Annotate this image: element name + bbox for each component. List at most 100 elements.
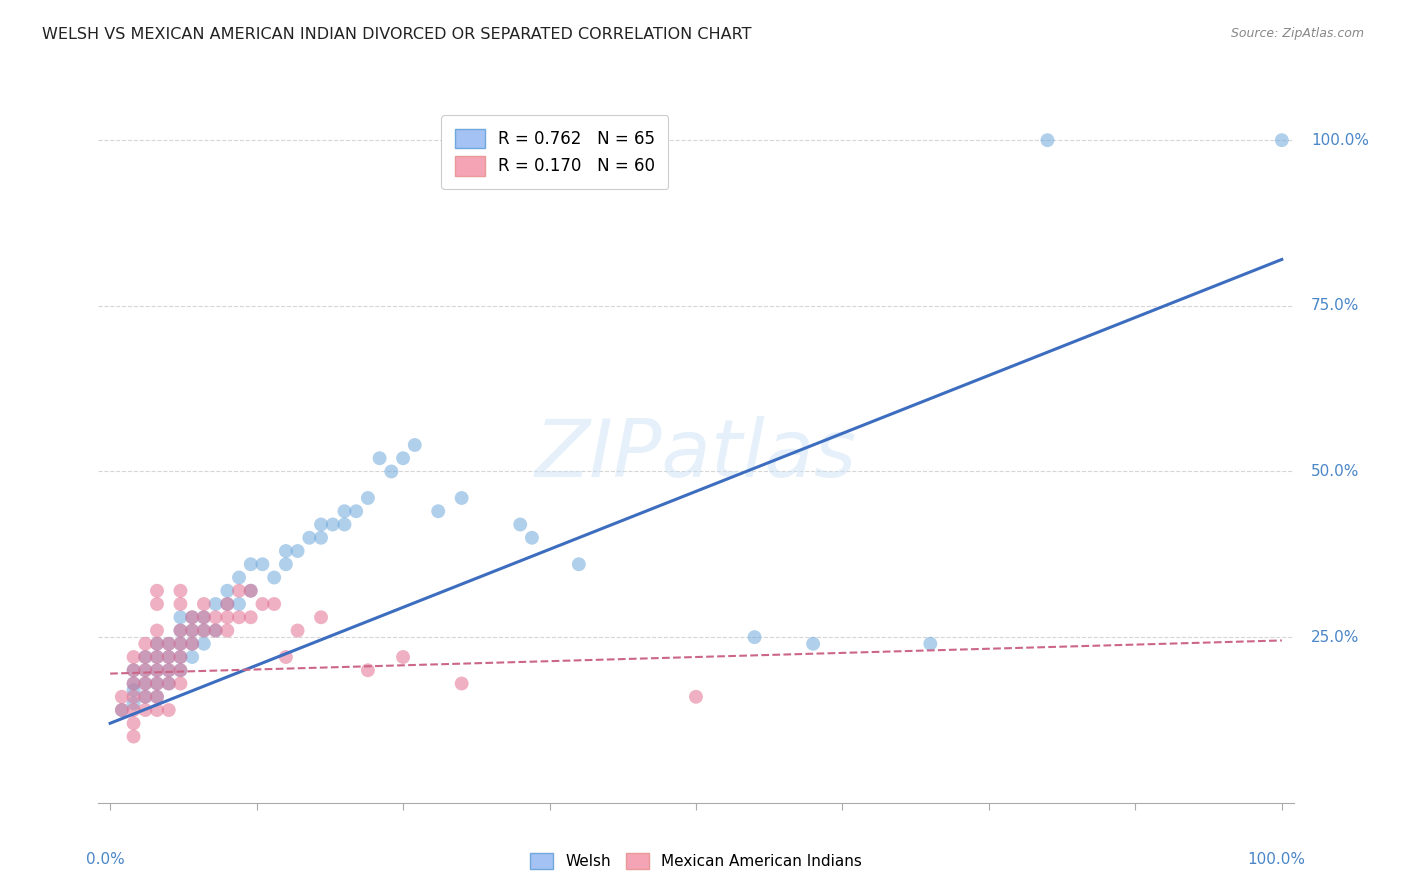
Point xyxy=(157,637,180,651)
Point xyxy=(450,676,472,690)
Point xyxy=(134,690,156,704)
Point xyxy=(122,690,145,704)
Point xyxy=(146,663,169,677)
Point xyxy=(146,583,169,598)
Point xyxy=(157,650,180,665)
Point xyxy=(228,610,250,624)
Point xyxy=(392,451,415,466)
Point xyxy=(134,690,156,704)
Point xyxy=(263,570,285,584)
Point xyxy=(228,570,250,584)
Point xyxy=(111,703,134,717)
Point xyxy=(134,650,156,665)
Point xyxy=(146,637,169,651)
Point xyxy=(239,610,262,624)
Text: 50.0%: 50.0% xyxy=(1310,464,1360,479)
Point xyxy=(146,663,169,677)
Point xyxy=(146,650,169,665)
Point xyxy=(157,703,180,717)
Text: ZIPatlas: ZIPatlas xyxy=(534,416,858,494)
Point xyxy=(274,558,297,572)
Point xyxy=(146,624,169,638)
Point xyxy=(181,624,204,638)
Point xyxy=(111,690,134,704)
Point xyxy=(252,558,274,572)
Point xyxy=(744,630,766,644)
Point xyxy=(146,703,169,717)
Point xyxy=(357,663,380,677)
Point xyxy=(146,597,169,611)
Point xyxy=(309,610,332,624)
Point xyxy=(1271,133,1294,147)
Point xyxy=(169,637,191,651)
Point xyxy=(309,517,332,532)
Point xyxy=(239,583,262,598)
Point xyxy=(169,583,191,598)
Point xyxy=(134,650,156,665)
Point xyxy=(193,610,215,624)
Point xyxy=(157,676,180,690)
Point xyxy=(181,610,204,624)
Point xyxy=(217,597,239,611)
Point xyxy=(169,663,191,677)
Point xyxy=(111,703,134,717)
Point xyxy=(228,583,250,598)
Point xyxy=(239,583,262,598)
Point xyxy=(368,451,391,466)
Point xyxy=(122,716,145,731)
Text: 75.0%: 75.0% xyxy=(1310,298,1360,313)
Point xyxy=(239,558,262,572)
Point xyxy=(801,637,824,651)
Point xyxy=(134,676,156,690)
Point xyxy=(181,637,204,651)
Point xyxy=(169,624,191,638)
Point xyxy=(169,610,191,624)
Point xyxy=(157,650,180,665)
Text: 25.0%: 25.0% xyxy=(1310,630,1360,645)
Point xyxy=(217,597,239,611)
Point xyxy=(122,683,145,698)
Point xyxy=(134,663,156,677)
Text: WELSH VS MEXICAN AMERICAN INDIAN DIVORCED OR SEPARATED CORRELATION CHART: WELSH VS MEXICAN AMERICAN INDIAN DIVORCE… xyxy=(42,27,752,42)
Point xyxy=(122,676,145,690)
Point xyxy=(274,544,297,558)
Point xyxy=(181,624,204,638)
Point xyxy=(322,517,344,532)
Point xyxy=(450,491,472,505)
Text: 0.0%: 0.0% xyxy=(87,852,125,866)
Point xyxy=(157,637,180,651)
Point xyxy=(217,610,239,624)
Point xyxy=(122,663,145,677)
Point xyxy=(263,597,285,611)
Point xyxy=(204,624,226,638)
Point xyxy=(287,624,309,638)
Point xyxy=(217,583,239,598)
Point xyxy=(146,637,169,651)
Text: 100.0%: 100.0% xyxy=(1247,852,1305,866)
Point xyxy=(685,690,707,704)
Point xyxy=(181,650,204,665)
Point xyxy=(193,610,215,624)
Point xyxy=(122,703,145,717)
Point xyxy=(204,610,226,624)
Point xyxy=(392,650,415,665)
Point xyxy=(404,438,426,452)
Point xyxy=(1036,133,1059,147)
Point xyxy=(146,676,169,690)
Point xyxy=(157,663,180,677)
Point xyxy=(146,676,169,690)
Point xyxy=(333,517,356,532)
Point xyxy=(146,690,169,704)
Point xyxy=(181,610,204,624)
Point xyxy=(134,637,156,651)
Point xyxy=(169,624,191,638)
Point xyxy=(228,597,250,611)
Point xyxy=(509,517,531,532)
Point xyxy=(287,544,309,558)
Point xyxy=(122,663,145,677)
Point xyxy=(134,676,156,690)
Point xyxy=(217,624,239,638)
Point xyxy=(274,650,297,665)
Point xyxy=(204,597,226,611)
Text: 100.0%: 100.0% xyxy=(1310,133,1369,148)
